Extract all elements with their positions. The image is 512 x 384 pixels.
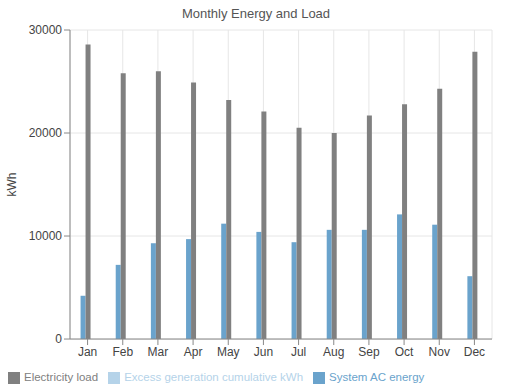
svg-text:30000: 30000 [29, 23, 63, 37]
svg-text:kWh: kWh [8, 173, 19, 197]
svg-text:Mar: Mar [148, 345, 169, 359]
html-text:Excess generation cumulative k: Excess generation cumulative kWh [124, 371, 304, 383]
svg-text:Dec: Dec [464, 345, 485, 359]
svg-text:Jul: Jul [291, 345, 306, 359]
svg-text:Feb: Feb [112, 345, 133, 359]
svg-text:Aug: Aug [323, 345, 344, 359]
svg-text:20000: 20000 [29, 126, 63, 140]
svg-text:Jun: Jun [254, 345, 273, 359]
svg-text:0: 0 [55, 332, 62, 346]
svg-text:Jan: Jan [78, 345, 97, 359]
svg-text:May: May [217, 345, 240, 359]
svg-text:Sep: Sep [358, 345, 380, 359]
html-text:Monthly Energy and Load: Monthly Energy and Load [181, 6, 331, 21]
svg-text:10000: 10000 [29, 229, 63, 243]
html-text:Electricity load: Electricity load [24, 371, 99, 383]
html-text:System AC energy: System AC energy [329, 371, 425, 383]
svg-text:Oct: Oct [395, 345, 414, 359]
svg-text:Apr: Apr [184, 345, 203, 359]
svg-text:Nov: Nov [429, 345, 450, 359]
